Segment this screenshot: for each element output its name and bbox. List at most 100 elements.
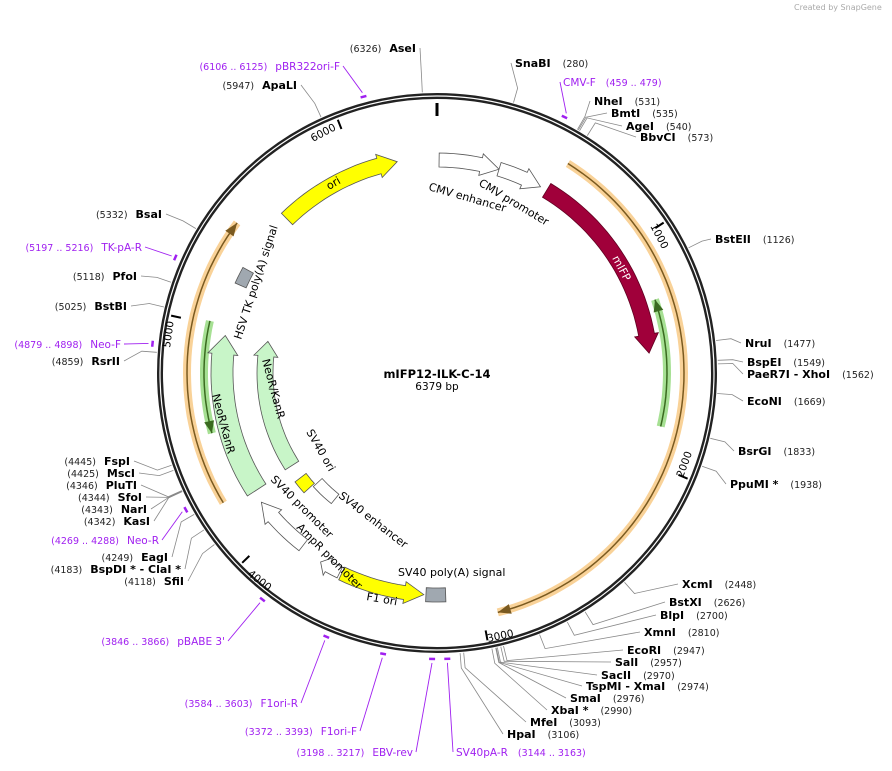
enzyme-site-ecori: EcoRI (2947): [627, 644, 705, 657]
primer-f1ori-f: F1ori-F (3372 .. 3393): [245, 726, 357, 738]
enzyme-site-asei: AseI (6326): [350, 42, 416, 55]
enzyme-position: (5025): [55, 302, 87, 313]
enzyme-name: KasI: [123, 515, 150, 528]
primer-cmv-f: CMV-F (459 .. 479): [563, 77, 662, 89]
enzyme-position: (1833): [783, 447, 815, 458]
enzyme-leader-line: [138, 470, 174, 477]
enzyme-site-bsteii: BstEII (1126): [715, 233, 794, 246]
enzyme-site-eagi: EagI (4249): [102, 551, 169, 564]
enzyme-site-bsai: BsaI (5332): [96, 208, 162, 221]
enzyme-leader-line: [495, 647, 583, 687]
primer-mark: [360, 94, 367, 99]
enzyme-position: (1477): [784, 339, 816, 350]
primer-leader-line: [342, 65, 363, 93]
primer-sv40pa-r: SV40pA-R (3144 .. 3163): [456, 747, 586, 759]
feature-neor-kanr: [207, 334, 267, 497]
enzyme-name: NheI: [594, 95, 623, 108]
enzyme-position: (2810): [688, 628, 720, 639]
orf-band: [183, 220, 241, 505]
enzyme-site-nhei: NheI (531): [594, 95, 660, 108]
snapgene-watermark: Created by SnapGene: [794, 3, 882, 12]
feature-ampr-promoter: [320, 556, 343, 579]
enzyme-site-bspdi-clai-: BspDI * - ClaI * (4183): [51, 563, 182, 576]
enzyme-leader-line: [123, 350, 157, 362]
enzyme-leader-line: [717, 363, 744, 375]
feature-label: F1 ori: [365, 590, 398, 608]
enzyme-site-pfoi: PfoI (5118): [73, 270, 137, 283]
orf-line: [654, 299, 668, 427]
enzyme-leader-line: [500, 646, 612, 663]
enzyme-site-pluti: PluTI (4346): [66, 479, 137, 492]
enzyme-leader-line: [577, 100, 591, 130]
enzyme-name: BbvCI: [640, 131, 676, 144]
feature-sv40-ori: [294, 472, 315, 494]
enzyme-leader-line: [140, 275, 172, 283]
plasmid-name: mIFP12-ILK-C-14: [383, 367, 490, 381]
enzyme-name: MfeI: [530, 716, 557, 729]
primer-name: CMV-F: [563, 77, 596, 89]
primer-name: EBV-rev: [372, 747, 413, 759]
primer-leader-line: [446, 662, 454, 753]
enzyme-leader-line: [717, 359, 744, 363]
feature-sv40-promoter: [260, 501, 309, 552]
enzyme-name: BspEI: [747, 356, 781, 369]
feature-neor-kanr: [252, 340, 300, 471]
enzyme-site-bsrgi: BsrGI (1833): [738, 445, 815, 458]
tick-mark: [654, 221, 665, 229]
enzyme-position: (5332): [96, 210, 128, 221]
enzyme-position: (4343): [81, 505, 113, 516]
enzyme-leader-line: [130, 303, 164, 308]
enzyme-name: EcoRI: [627, 644, 661, 657]
enzyme-position: (535): [652, 109, 678, 120]
tick-mark: [241, 555, 251, 564]
enzyme-position: (1938): [790, 480, 822, 491]
enzyme-leader-line: [584, 601, 666, 626]
enzyme-name: PfoI: [113, 270, 138, 283]
enzyme-leader-line: [419, 47, 423, 93]
enzyme-position: (2448): [725, 580, 757, 591]
enzyme-site-sfoi: SfoI (4344): [78, 491, 142, 504]
enzyme-position: (1126): [763, 235, 795, 246]
enzyme-leader-line: [491, 648, 548, 711]
tick-mark: [170, 314, 182, 319]
enzyme-leader-line: [165, 213, 197, 229]
enzyme-site-sacii: SacII (2970): [601, 669, 675, 682]
enzyme-position: (280): [563, 59, 589, 70]
primer-name: F1ori-R: [261, 698, 298, 710]
orf-arrowhead: [653, 299, 664, 313]
enzyme-name: SmaI: [570, 692, 601, 705]
primer-mark: [323, 634, 330, 640]
enzyme-position: (1669): [794, 397, 826, 408]
feature-label: SV40 ori: [303, 427, 337, 474]
enzyme-site-mfei: MfeI (3093): [530, 716, 601, 729]
plasmid-length: 6379 bp: [415, 381, 459, 393]
primer-mark: [183, 506, 189, 514]
primer-range: (459 .. 479): [606, 78, 662, 89]
feature-cmv-enhancer: [438, 152, 500, 176]
primer-name: F1ori-F: [321, 726, 357, 738]
enzyme-position: (1562): [842, 370, 874, 381]
primer-range: (3198 .. 3217): [297, 748, 365, 759]
primer-range: (3584 .. 3603): [185, 699, 253, 710]
enzyme-leader-line: [496, 647, 598, 676]
enzyme-name: SalI: [615, 656, 638, 669]
enzyme-name: SfoI: [118, 491, 142, 504]
enzyme-leader-line: [140, 484, 182, 498]
enzyme-site-nari: NarI (4343): [81, 503, 147, 516]
enzyme-leader-line: [495, 647, 567, 699]
enzyme-name: BlpI: [660, 609, 684, 622]
enzyme-position: (4425): [67, 469, 99, 480]
primer-range: (5197 .. 5216): [25, 243, 93, 254]
enzyme-name: XmnI: [644, 626, 676, 639]
enzyme-name: RsrII: [91, 355, 120, 368]
enzyme-name: BmtI: [611, 107, 640, 120]
feature-hsv-tk-poly-a-signal: [234, 266, 254, 289]
feature-cmv-promoter: [496, 161, 542, 190]
enzyme-name: PaeR7I - XhoI: [747, 368, 830, 381]
primer-neo-f: Neo-F (4879 .. 4898): [14, 339, 121, 351]
enzyme-name: BstBI: [94, 300, 127, 313]
enzyme-leader-line: [539, 631, 641, 650]
orf-arrowhead: [225, 222, 238, 237]
enzyme-leader-line: [463, 652, 527, 723]
enzyme-site-bmti: BmtI (535): [611, 107, 678, 120]
